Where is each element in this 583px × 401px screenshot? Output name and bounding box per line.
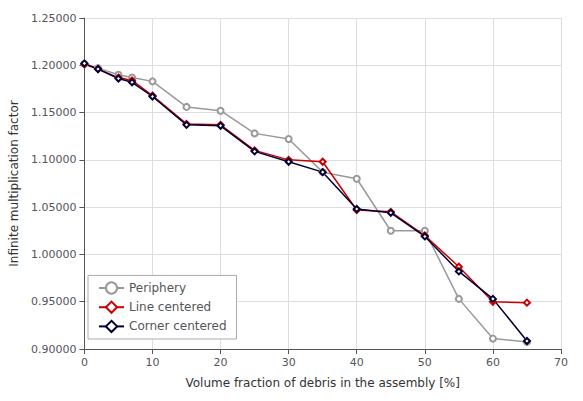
svg-text:0.90000: 0.90000	[31, 343, 77, 356]
svg-text:1.25000: 1.25000	[31, 12, 77, 25]
svg-text:10: 10	[145, 356, 159, 369]
svg-text:Volume fraction of debris in t: Volume fraction of debris in the assembl…	[185, 376, 460, 390]
svg-text:1.00000: 1.00000	[31, 248, 77, 261]
svg-text:70: 70	[554, 356, 568, 369]
svg-text:0: 0	[81, 356, 88, 369]
svg-text:1.15000: 1.15000	[31, 106, 77, 119]
svg-text:Infinite multiplication factor: Infinite multiplication factor	[7, 100, 21, 266]
svg-text:1.20000: 1.20000	[31, 59, 77, 72]
svg-text:30: 30	[282, 356, 296, 369]
svg-text:Line centered: Line centered	[129, 300, 211, 314]
svg-text:1.05000: 1.05000	[31, 201, 77, 214]
svg-text:50: 50	[418, 356, 432, 369]
svg-text:0.95000: 0.95000	[31, 295, 77, 308]
svg-text:40: 40	[350, 356, 364, 369]
svg-text:20: 20	[214, 356, 228, 369]
svg-text:Periphery: Periphery	[129, 281, 186, 295]
svg-text:1.10000: 1.10000	[31, 153, 77, 166]
svg-text:Corner centered: Corner centered	[129, 319, 227, 333]
svg-text:60: 60	[486, 356, 500, 369]
